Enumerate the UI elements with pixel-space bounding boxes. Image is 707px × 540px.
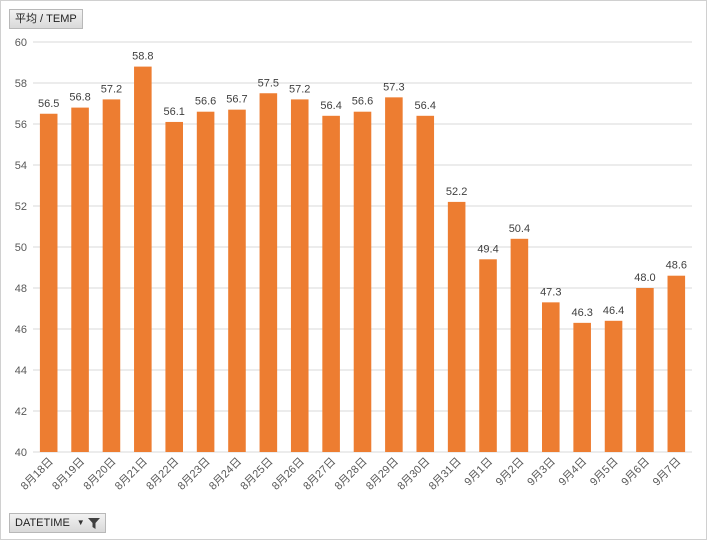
data-label: 57.3 [383, 81, 404, 93]
axis-field-button[interactable]: DATETIME ▼ [9, 513, 106, 533]
data-label: 48.0 [634, 272, 655, 284]
x-tick-label: 8月24日 [207, 456, 244, 493]
dropdown-caret-icon: ▼ [76, 518, 85, 527]
y-tick-label: 56 [15, 119, 27, 131]
x-tick-label: 8月31日 [427, 456, 464, 493]
data-label: 56.4 [320, 100, 341, 112]
y-tick-label: 40 [15, 447, 27, 459]
bar [667, 275, 686, 452]
y-tick-label: 48 [15, 283, 27, 295]
x-tick-label: 9月1日 [462, 456, 495, 489]
y-tick-label: 50 [15, 242, 27, 254]
x-tick-label: 9月5日 [588, 456, 621, 489]
x-tick-label: 8月30日 [395, 456, 432, 493]
bar [447, 201, 466, 452]
x-tick-label: 8月29日 [364, 456, 401, 493]
x-tick-label: 8月25日 [238, 456, 275, 493]
bar [39, 113, 58, 452]
y-tick-label: 52 [15, 201, 27, 213]
x-tick-label: 9月4日 [557, 456, 590, 489]
bar [385, 97, 403, 452]
x-tick-label: 9月2日 [494, 456, 527, 489]
y-tick-label: 46 [15, 324, 27, 336]
data-label: 49.4 [477, 243, 498, 255]
bar [573, 322, 591, 452]
x-tick-label: 9月3日 [525, 456, 558, 489]
x-tick-label: 8月23日 [176, 456, 213, 493]
x-tick-label: 8月27日 [301, 456, 338, 493]
bar [322, 115, 340, 453]
filter-icon [87, 517, 100, 529]
x-tick-label: 8月18日 [19, 456, 56, 493]
axis-field-label: DATETIME [15, 517, 70, 529]
y-tick-label: 54 [15, 160, 27, 172]
y-tick-label: 44 [15, 365, 27, 377]
data-label: 50.4 [509, 223, 530, 235]
x-tick-label: 8月21日 [113, 456, 150, 493]
x-tick-label: 8月20日 [82, 456, 119, 493]
data-label: 56.4 [415, 100, 436, 112]
data-label: 58.8 [132, 51, 153, 63]
bar [541, 302, 560, 452]
y-tick-label: 60 [15, 37, 27, 49]
bar [196, 111, 215, 452]
bar [102, 99, 121, 453]
data-label: 48.6 [666, 260, 687, 272]
x-tick-label: 8月22日 [144, 456, 181, 493]
x-tick-label: 9月7日 [651, 456, 684, 489]
value-field-label: 平均 / TEMP [15, 13, 77, 25]
x-tick-label: 8月26日 [270, 456, 307, 493]
bar [71, 107, 89, 452]
x-tick-label: 9月6日 [619, 456, 652, 489]
x-tick-label: 8月19日 [50, 456, 87, 493]
bar [290, 99, 309, 453]
bar [165, 121, 184, 452]
bar [353, 111, 372, 452]
data-label: 47.3 [540, 286, 561, 298]
data-label: 56.8 [69, 92, 90, 104]
value-field-button[interactable]: 平均 / TEMP [9, 9, 83, 29]
data-label: 57.2 [101, 83, 122, 95]
data-label: 52.2 [446, 186, 467, 198]
bar [604, 320, 623, 452]
bar [479, 259, 497, 452]
data-label: 56.7 [226, 94, 247, 106]
bar [416, 115, 435, 453]
bar [636, 288, 654, 452]
bar [228, 109, 246, 453]
y-tick-label: 58 [15, 78, 27, 90]
bar [259, 93, 278, 452]
data-label: 57.2 [289, 83, 310, 95]
data-label: 56.6 [352, 96, 373, 108]
data-label: 46.3 [571, 307, 592, 319]
y-tick-label: 42 [15, 406, 27, 418]
data-label: 56.6 [195, 96, 216, 108]
data-label: 46.4 [603, 305, 624, 317]
bar [134, 66, 152, 452]
x-tick-label: 8月28日 [333, 456, 370, 493]
bar [510, 238, 529, 452]
data-label: 57.5 [258, 77, 279, 89]
data-label: 56.5 [38, 98, 59, 110]
data-label: 56.1 [164, 106, 185, 118]
